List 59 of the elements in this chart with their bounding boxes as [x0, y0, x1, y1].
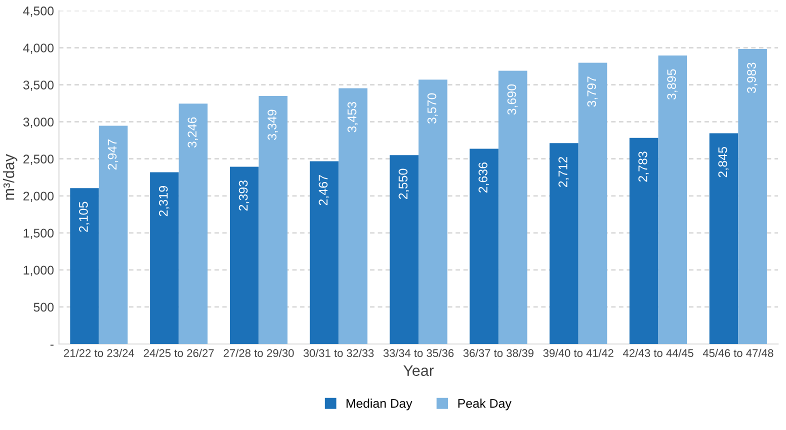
- y-tick-label: 2,500: [23, 154, 54, 165]
- legend-label: Median Day: [346, 398, 412, 410]
- data-label: 3,453: [348, 102, 358, 132]
- data-label: 2,319: [158, 186, 170, 216]
- data-label: 3,895: [667, 69, 678, 100]
- data-label: 2,947: [108, 140, 118, 170]
- x-tick-label: 42/43 to 44/45: [623, 348, 694, 358]
- x-tick-label: 21/22 to 23/24: [64, 348, 134, 358]
- x-tick-label: 24/25 to 26/27: [144, 348, 214, 358]
- bar: [709, 133, 738, 344]
- x-tick-label: 45/46 to 47/48: [702, 348, 774, 358]
- x-tick-label: 39/40 to 41/42: [543, 348, 614, 358]
- x-axis-title: Year: [403, 365, 434, 376]
- bar: [70, 188, 99, 344]
- bar: [738, 49, 767, 344]
- bar: [338, 88, 368, 344]
- data-label: 2,712: [558, 156, 569, 187]
- data-label: 3,690: [507, 84, 518, 115]
- bar: [578, 62, 608, 344]
- x-tick-label: 33/34 to 35/36: [383, 348, 454, 358]
- y-tick-label: 500: [34, 302, 54, 312]
- data-label: 2,467: [318, 175, 330, 206]
- data-label: 3,246: [188, 117, 198, 148]
- data-label: 2,550: [398, 168, 409, 199]
- y-tick-label: 2,000: [23, 192, 54, 202]
- bar: [498, 70, 528, 344]
- bar: [658, 56, 688, 344]
- bar: [230, 166, 259, 344]
- y-tick-label: -: [50, 344, 54, 346]
- data-label: 3,797: [587, 76, 598, 107]
- data-label: 2,393: [238, 180, 250, 211]
- data-label: 3,349: [268, 110, 278, 140]
- y-tick-label: 3,500: [23, 80, 54, 91]
- data-label: 2,783: [638, 152, 649, 182]
- x-tick-label: 36/37 to 38/39: [463, 348, 534, 358]
- bar: [98, 126, 128, 344]
- data-label: 2,105: [79, 202, 90, 232]
- bar: [258, 96, 288, 344]
- data-label: 2,636: [478, 162, 489, 193]
- y-tick-label: 1,500: [24, 228, 54, 240]
- y-axis-title: m³/day: [3, 154, 18, 200]
- x-tick-label: 27/28 to 29/30: [224, 348, 294, 358]
- y-tick-label: 4,500: [23, 6, 54, 17]
- bar: [310, 161, 339, 344]
- data-label: 3,570: [427, 93, 438, 124]
- data-label: 2,845: [718, 147, 729, 178]
- bar: [630, 138, 658, 344]
- bar: [150, 172, 179, 344]
- legend-label: Peak Day: [458, 398, 512, 410]
- bar: [178, 104, 208, 344]
- bar: [470, 148, 498, 344]
- y-tick-label: 4,000: [23, 44, 54, 54]
- bar: [418, 80, 448, 344]
- bar: [390, 155, 419, 344]
- y-tick-label: 3,000: [23, 118, 54, 128]
- bar: [550, 143, 578, 344]
- data-label: 3,983: [747, 62, 758, 94]
- y-tick-label: 1,000: [24, 266, 54, 276]
- x-tick-label: 30/31 to 32/33: [304, 348, 374, 358]
